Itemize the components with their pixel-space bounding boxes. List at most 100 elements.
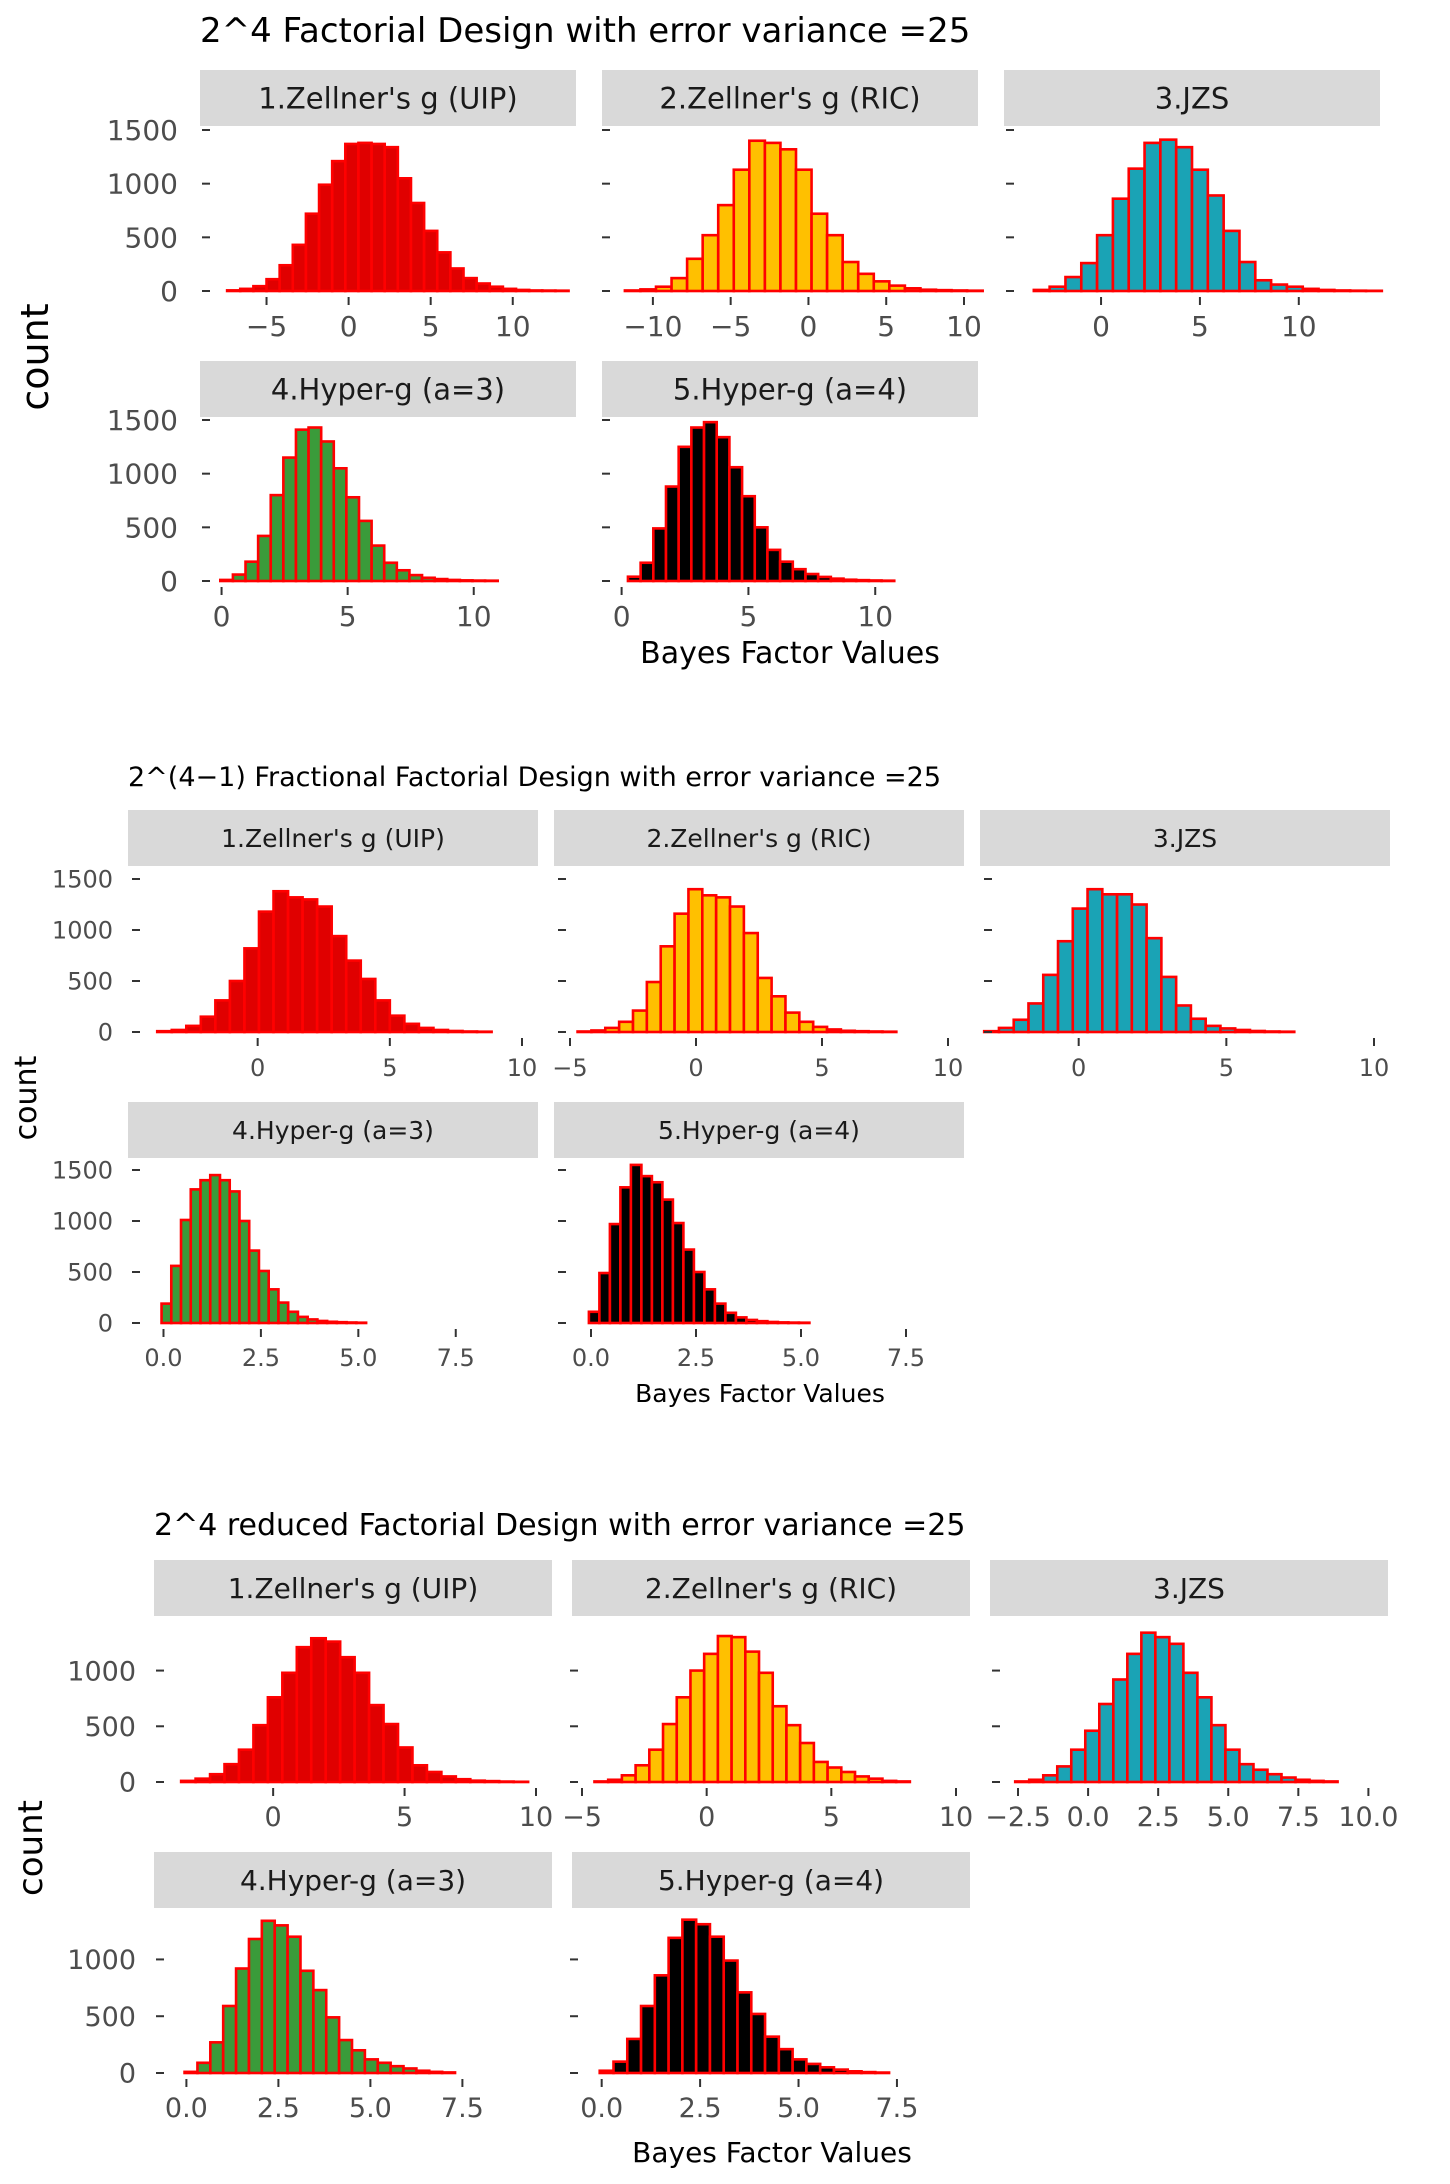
histogram-bar bbox=[282, 1673, 296, 1782]
histogram-bar bbox=[1029, 1780, 1043, 1782]
histogram-bar bbox=[796, 170, 812, 291]
histogram-bar bbox=[1161, 977, 1176, 1032]
histogram-bar bbox=[365, 2059, 378, 2073]
histogram-bar bbox=[613, 2062, 627, 2073]
histogram-bar bbox=[690, 1671, 704, 1782]
histogram-bar bbox=[1088, 889, 1103, 1032]
histogram-bar bbox=[185, 2072, 198, 2073]
histogram-bar bbox=[424, 231, 437, 291]
histogram-bar bbox=[628, 577, 641, 581]
histogram-bar bbox=[317, 1321, 327, 1323]
histogram-bar bbox=[201, 1180, 211, 1323]
histogram-bar bbox=[327, 1322, 337, 1323]
histogram-bar bbox=[384, 563, 397, 581]
histogram-bar bbox=[715, 1304, 726, 1323]
histogram-bar bbox=[610, 1224, 621, 1323]
facet-strip-label: 2.Zellner's g (RIC) bbox=[659, 81, 920, 115]
histogram-bar bbox=[625, 290, 641, 291]
x-tick-label: 5 bbox=[1191, 310, 1209, 343]
histogram-bar bbox=[663, 1724, 677, 1782]
histogram-bar bbox=[397, 570, 410, 581]
histogram-bar bbox=[694, 1272, 705, 1323]
x-tick-label: 0 bbox=[340, 310, 358, 343]
histogram-bar bbox=[427, 1772, 441, 1782]
x-tick-label: 5 bbox=[740, 600, 758, 633]
y-tick-label: 1500 bbox=[52, 866, 113, 894]
x-tick-label: 7.5 bbox=[1277, 1802, 1320, 1833]
histogram-bar bbox=[905, 288, 921, 291]
histogram-bar bbox=[1220, 1028, 1235, 1032]
histogram-bar bbox=[759, 1673, 773, 1782]
y-tick-label: 0 bbox=[98, 1019, 113, 1047]
x-tick-label: 5.0 bbox=[339, 1344, 377, 1372]
histogram-bar bbox=[334, 468, 347, 581]
histogram-bar bbox=[672, 278, 688, 291]
histogram-bar bbox=[1085, 1731, 1099, 1782]
histogram-bar bbox=[1081, 263, 1097, 291]
y-tick-label: 1000 bbox=[107, 458, 178, 491]
histogram-bar bbox=[772, 996, 786, 1032]
histogram-bar bbox=[1073, 909, 1088, 1032]
histogram-bar bbox=[758, 978, 772, 1032]
chart-figure-1: 2^4 Factorial Design with error variance… bbox=[13, 11, 1382, 671]
histogram-bar bbox=[1192, 170, 1208, 291]
histogram-bar bbox=[1155, 1637, 1169, 1782]
histogram-bar bbox=[814, 1762, 828, 1782]
histogram-bar bbox=[882, 1781, 896, 1782]
histogram-bar bbox=[1319, 290, 1335, 291]
histogram-bar bbox=[1208, 195, 1224, 291]
histogram-bar bbox=[288, 1937, 301, 2073]
histogram-bar bbox=[591, 1030, 605, 1032]
histogram-bar bbox=[691, 428, 704, 581]
histogram-bar bbox=[269, 1289, 279, 1323]
histogram-bar bbox=[702, 895, 716, 1032]
x-tick-label: 0.0 bbox=[572, 1344, 610, 1372]
histogram-bar bbox=[419, 1028, 434, 1032]
histogram-bar bbox=[271, 495, 284, 581]
histogram-bar bbox=[171, 1266, 181, 1323]
histogram-bar bbox=[773, 1706, 787, 1782]
histogram-bar bbox=[799, 1022, 813, 1032]
histogram-bar bbox=[332, 161, 345, 291]
histogram-bar bbox=[1334, 290, 1350, 291]
histogram-bar bbox=[448, 1031, 463, 1032]
histogram-bar bbox=[647, 982, 661, 1032]
histogram-bar bbox=[391, 2066, 404, 2073]
histogram-bar bbox=[703, 235, 719, 291]
histogram-bar bbox=[1282, 1778, 1296, 1782]
histogram-bar bbox=[1065, 277, 1081, 291]
histogram-bar bbox=[227, 290, 240, 291]
x-tick-label: 0 bbox=[613, 600, 631, 633]
histogram-bar bbox=[800, 1743, 814, 1782]
x-tick-label: 5 bbox=[823, 1802, 840, 1833]
histogram-bar bbox=[225, 1764, 239, 1782]
histogram-bar bbox=[220, 580, 233, 581]
histogram-bar bbox=[162, 1304, 172, 1323]
x-tick-label: 5.0 bbox=[1207, 1802, 1250, 1833]
histogram-bar bbox=[732, 1637, 746, 1782]
y-tick-label: 500 bbox=[125, 221, 178, 254]
histogram-bar bbox=[1127, 1654, 1141, 1782]
y-tick-label: 0 bbox=[160, 565, 178, 598]
facet-strip-label: 4.Hyper-g (a=3) bbox=[232, 1116, 434, 1145]
histogram-bar bbox=[358, 143, 371, 291]
histogram-bar bbox=[398, 1747, 412, 1782]
histogram-bar bbox=[416, 2071, 429, 2073]
histogram-bar bbox=[1271, 285, 1287, 291]
histogram-bar bbox=[696, 1924, 710, 2073]
x-tick-label: 10 bbox=[507, 1054, 538, 1082]
histogram-bar bbox=[197, 2063, 210, 2073]
x-tick-label: 7.5 bbox=[887, 1344, 925, 1372]
histogram-bar bbox=[869, 580, 882, 581]
facet-strip-label: 3.JZS bbox=[1153, 1572, 1225, 1605]
x-tick-label: 5 bbox=[877, 310, 895, 343]
x-tick-label: 0 bbox=[1071, 1054, 1086, 1082]
histogram-bar bbox=[326, 1642, 340, 1782]
histogram-bar bbox=[649, 1750, 663, 1782]
histogram-bar bbox=[503, 289, 516, 291]
histogram-bar bbox=[622, 1775, 636, 1782]
x-tick-label: 0.0 bbox=[144, 1344, 182, 1372]
